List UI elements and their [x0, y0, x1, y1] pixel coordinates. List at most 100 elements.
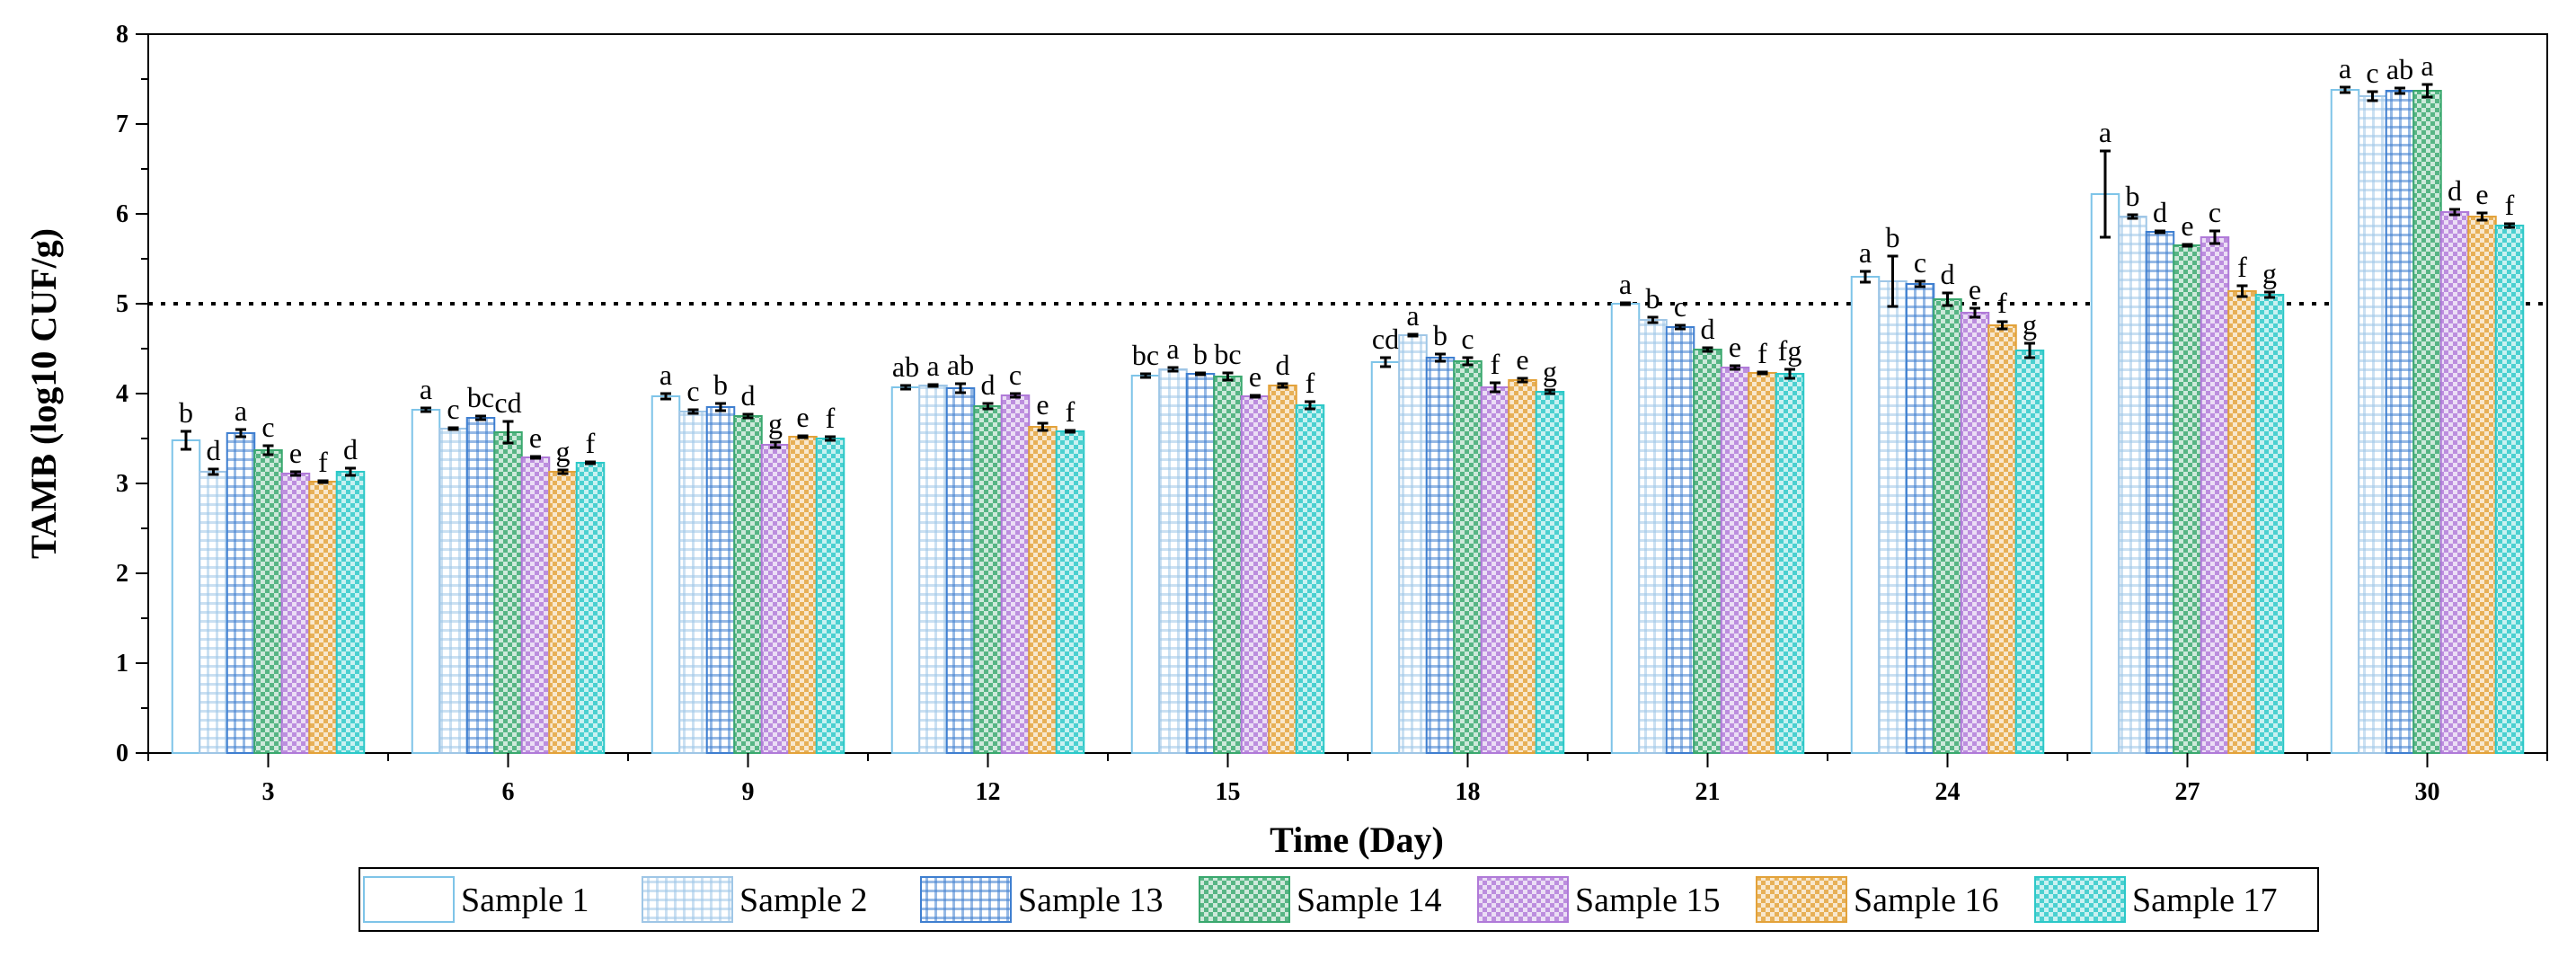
- legend-label: Sample 2: [739, 882, 867, 919]
- significance-letter: c: [686, 375, 699, 407]
- significance-letter: c: [1461, 323, 1474, 355]
- significance-letter: a: [1859, 236, 1872, 269]
- y-axis-label: TAMB (log10 CUF/g): [23, 228, 64, 559]
- significance-letter: c: [261, 411, 274, 443]
- significance-letter: a: [926, 350, 939, 382]
- bar-sample-15-day-30: [2439, 211, 2470, 754]
- significance-letter: f: [1491, 348, 1500, 380]
- significance-letter: a: [2099, 116, 2111, 148]
- significance-letter: ab: [947, 349, 974, 381]
- significance-letter: d: [343, 433, 358, 465]
- significance-letter: g: [768, 407, 783, 439]
- significance-letter: d: [2153, 196, 2167, 228]
- bar-sample-16-day-12: [1028, 426, 1058, 754]
- significance-letter: d: [741, 379, 756, 412]
- bar-sample-17-day-27: [2254, 294, 2285, 754]
- bar-sample-1-day-3: [171, 439, 201, 754]
- significance-letter: c: [1009, 359, 1022, 391]
- significance-letter: c: [1914, 246, 1926, 279]
- bar-sample-2-day-12: [918, 385, 948, 754]
- significance-letter: bc: [1214, 338, 1241, 370]
- significance-letter: b: [2126, 180, 2140, 212]
- significance-letter: g: [2262, 257, 2277, 289]
- bar-sample-14-day-27: [2173, 244, 2202, 754]
- bar-sample-16-day-24: [1987, 324, 2017, 754]
- x-tick-label: 3: [262, 778, 275, 806]
- significance-letter: d: [981, 368, 996, 401]
- y-tick-label: 8: [116, 21, 128, 49]
- bar-sample-17-day-30: [2494, 225, 2525, 754]
- significance-letter: d: [1276, 349, 1290, 381]
- bar-sample-1-day-24: [1850, 276, 1881, 754]
- legend-label: Sample 14: [1297, 882, 1441, 919]
- y-tick-label: 4: [116, 380, 128, 408]
- bar-sample-2-day-9: [678, 411, 708, 754]
- bar-sample-16-day-6: [548, 471, 578, 754]
- significance-letter: f: [2505, 189, 2515, 221]
- significance-letter: e: [1969, 273, 1981, 306]
- significance-letter: e: [1249, 360, 1261, 393]
- significance-letter: c: [2366, 57, 2378, 89]
- bar-sample-2-day-3: [199, 471, 228, 754]
- legend-label: Sample 17: [2132, 882, 2277, 919]
- significance-letter: e: [1516, 343, 1528, 376]
- legend-swatch: [1199, 876, 1290, 923]
- bar-sample-1-day-27: [2090, 193, 2120, 754]
- significance-letter: cd: [494, 386, 521, 419]
- significance-letter: a: [1166, 332, 1179, 365]
- bar-sample-13-day-21: [1665, 326, 1695, 754]
- significance-letter: g: [556, 435, 571, 467]
- significance-letter: a: [1619, 268, 1632, 300]
- significance-letter: b: [1433, 319, 1447, 351]
- bar-sample-15-day-27: [2200, 236, 2230, 754]
- bar-sample-17-day-6: [575, 462, 606, 754]
- bar-sample-14-day-9: [733, 415, 763, 754]
- x-axis-label: Time (Day): [1270, 820, 1444, 860]
- bar-sample-1-day-15: [1130, 375, 1161, 754]
- significance-letter: b: [1193, 338, 1208, 370]
- bar-sample-14-day-21: [1693, 349, 1722, 754]
- bar-sample-16-day-15: [1268, 385, 1297, 754]
- y-tick-label: 1: [116, 650, 128, 678]
- significance-letter: e: [796, 401, 809, 433]
- significance-letter: e: [529, 421, 542, 454]
- bar-sample-2-day-21: [1638, 319, 1668, 754]
- bar-sample-1-day-30: [2330, 89, 2360, 754]
- bar-sample-14-day-18: [1453, 360, 1483, 754]
- bar-sample-15-day-21: [1720, 367, 1750, 754]
- significance-letter: c: [1674, 290, 1686, 323]
- x-tick-label: 27: [2175, 778, 2200, 806]
- significance-letter: c: [447, 393, 459, 425]
- y-tick-label: 0: [116, 740, 128, 767]
- y-tick-label: 7: [116, 111, 128, 138]
- bar-sample-2-day-18: [1398, 334, 1428, 754]
- bar-sample-2-day-30: [2358, 95, 2387, 754]
- bar-sample-15-day-15: [1240, 395, 1270, 754]
- bar-sample-13-day-12: [945, 387, 976, 754]
- legend-label: Sample 1: [461, 882, 589, 919]
- x-tick-label: 6: [502, 778, 515, 806]
- bar-sample-1-day-12: [890, 386, 921, 754]
- significance-letter: d: [2448, 174, 2462, 207]
- legend-swatch: [363, 876, 455, 923]
- x-tick-label: 21: [1695, 778, 1721, 806]
- bar-sample-15-day-6: [520, 456, 551, 754]
- x-tick-label: 12: [976, 778, 1001, 806]
- bar-sample-17-day-18: [1535, 391, 1565, 754]
- bar-sample-17-day-9: [815, 438, 845, 754]
- bar-sample-17-day-12: [1055, 430, 1085, 754]
- x-tick-label: 18: [1456, 778, 1481, 806]
- bar-sample-13-day-27: [2145, 231, 2175, 754]
- significance-letter: e: [1036, 388, 1049, 421]
- bar-sample-2-day-24: [1878, 280, 1908, 754]
- significance-letter: a: [2339, 52, 2351, 84]
- significance-letter: a: [1406, 299, 1419, 332]
- significance-letter: e: [2181, 209, 2193, 242]
- x-tick-label: 15: [1216, 778, 1241, 806]
- significance-letter: b: [713, 368, 728, 401]
- x-tick-label: 24: [1935, 778, 1961, 806]
- bar-sample-15-day-18: [1480, 386, 1510, 754]
- significance-letter: f: [826, 402, 836, 434]
- significance-letter: d: [1701, 313, 1715, 345]
